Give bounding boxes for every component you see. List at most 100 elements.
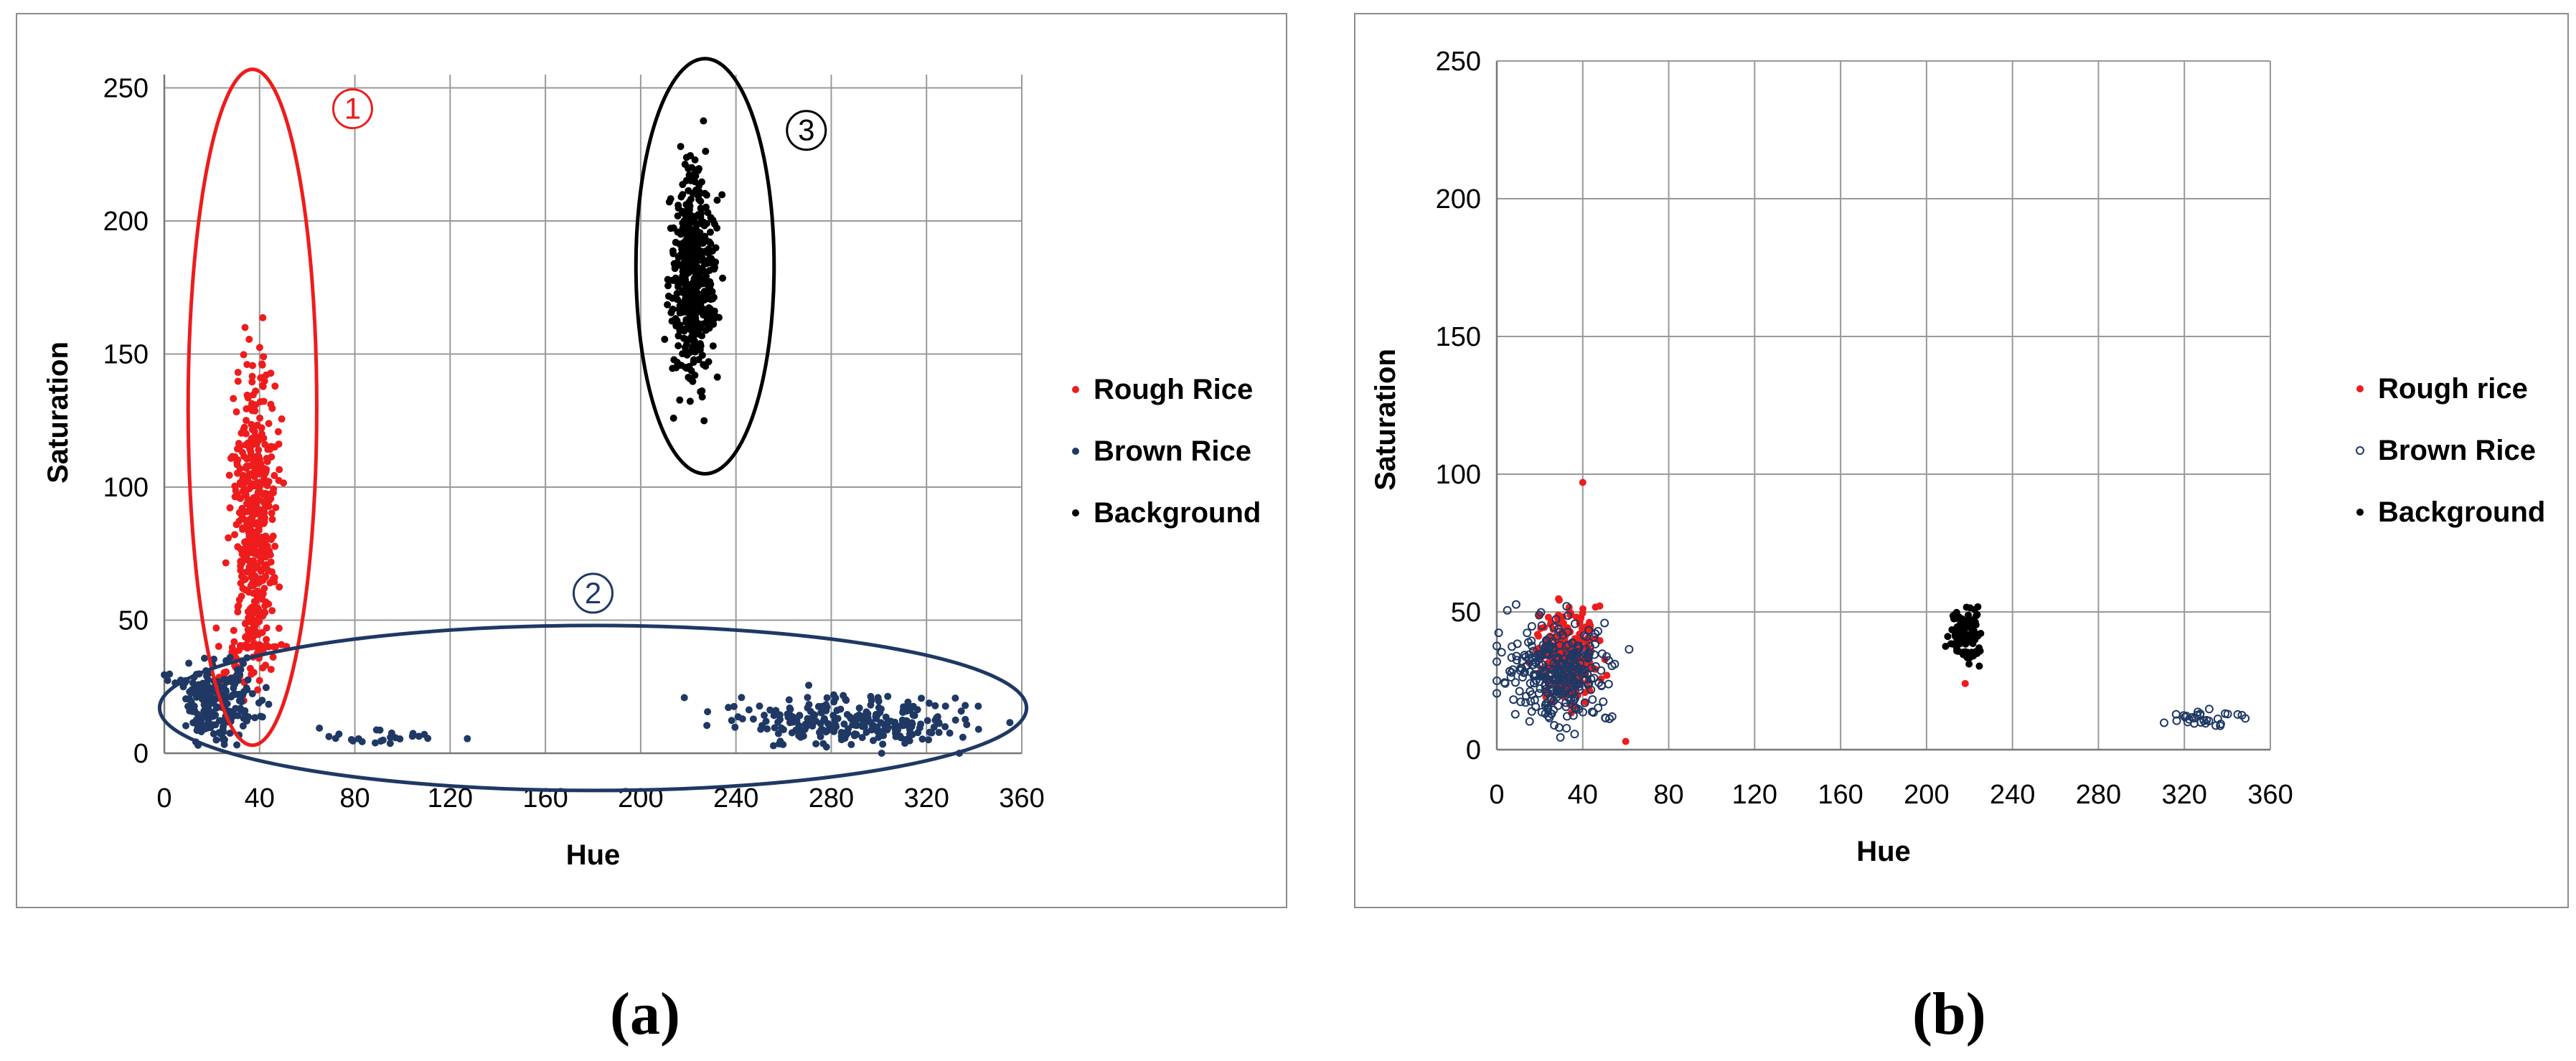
data-point xyxy=(254,489,262,496)
data-point xyxy=(680,694,688,702)
data-point xyxy=(840,720,848,728)
data-point xyxy=(692,172,700,180)
data-point xyxy=(691,156,699,164)
data-point xyxy=(685,283,692,291)
data-point xyxy=(263,466,271,473)
data-point xyxy=(712,258,720,266)
data-point xyxy=(225,471,233,479)
data-point xyxy=(860,719,868,727)
data-point xyxy=(1554,723,1564,732)
data-point xyxy=(878,750,885,757)
data-point xyxy=(1597,666,1606,675)
data-point xyxy=(1562,724,1571,733)
data-point xyxy=(1545,671,1554,681)
data-point xyxy=(1570,619,1579,628)
data-point xyxy=(258,713,266,721)
data-point xyxy=(1597,682,1606,691)
data-point xyxy=(1600,618,1609,628)
x-tick-label: 40 xyxy=(1568,780,1598,810)
data-point xyxy=(1535,610,1544,620)
data-point xyxy=(236,465,244,473)
data-point xyxy=(829,724,837,732)
data-point xyxy=(700,117,708,125)
data-point xyxy=(1554,611,1562,619)
data-point xyxy=(1580,698,1589,707)
data-point xyxy=(255,643,263,651)
data-point xyxy=(682,211,690,219)
data-point xyxy=(761,712,768,720)
data-point xyxy=(258,430,265,438)
data-point xyxy=(756,702,763,710)
y-tick-label: 0 xyxy=(133,739,149,769)
data-point xyxy=(664,301,672,308)
data-point xyxy=(1574,704,1584,714)
data-point xyxy=(1512,651,1521,661)
data-point xyxy=(875,704,883,712)
data-point xyxy=(203,680,211,688)
data-point xyxy=(243,417,250,425)
data-point xyxy=(237,666,245,674)
data-point xyxy=(697,204,705,212)
data-point xyxy=(842,697,850,704)
data-point xyxy=(884,724,892,732)
data-point xyxy=(925,699,933,707)
data-point xyxy=(1509,695,1518,704)
data-point xyxy=(207,724,215,732)
x-tick-label: 280 xyxy=(2076,780,2121,810)
data-point xyxy=(807,707,814,715)
data-point xyxy=(240,351,248,359)
series-brown-rice xyxy=(161,654,1014,757)
data-point xyxy=(738,694,746,702)
data-point xyxy=(240,715,248,722)
data-point xyxy=(1965,660,1973,668)
data-point xyxy=(258,424,265,432)
data-point xyxy=(2241,714,2250,723)
data-point xyxy=(718,191,726,199)
data-point xyxy=(1975,644,1983,652)
series-brown-rice xyxy=(1493,600,2250,742)
data-point xyxy=(1566,656,1575,666)
data-point xyxy=(679,350,687,358)
data-point xyxy=(248,517,256,524)
data-point xyxy=(1543,703,1553,712)
data-point xyxy=(1590,650,1599,659)
data-point xyxy=(1549,623,1559,632)
data-point xyxy=(256,552,264,560)
data-point xyxy=(705,289,713,297)
data-point xyxy=(1625,645,1634,654)
data-point xyxy=(679,181,687,189)
data-point xyxy=(705,249,713,257)
data-point xyxy=(264,567,272,575)
data-point xyxy=(415,732,423,740)
data-point xyxy=(822,701,830,709)
chart-panel-a: 0 40 80 120 160 200 240 280 320 360 0 50 100 150 200 25… xyxy=(16,13,1287,908)
data-point xyxy=(749,715,757,723)
data-point xyxy=(687,212,695,220)
annotation-badge-2 xyxy=(573,572,614,614)
data-point xyxy=(210,655,218,663)
data-point xyxy=(255,676,263,684)
annotation-number-3: 3 xyxy=(798,113,814,147)
data-point xyxy=(1603,671,1611,679)
data-point xyxy=(685,198,693,206)
data-point xyxy=(661,336,669,344)
annotation-badge-1 xyxy=(332,88,373,130)
data-point xyxy=(260,519,268,527)
data-point xyxy=(261,440,269,448)
data-point xyxy=(2189,719,2199,728)
data-point xyxy=(271,542,279,550)
data-point xyxy=(855,704,863,712)
data-point xyxy=(694,253,702,260)
data-point xyxy=(690,299,698,307)
data-point xyxy=(276,466,283,473)
data-point xyxy=(926,728,934,736)
y-tick-label: 150 xyxy=(103,340,149,370)
y-axis-title: Saturation xyxy=(1370,349,1401,491)
data-point xyxy=(914,729,922,737)
data-point xyxy=(896,732,904,740)
data-point xyxy=(396,735,404,743)
data-point xyxy=(679,191,687,199)
data-point xyxy=(1546,641,1556,651)
data-point xyxy=(805,682,813,689)
data-point xyxy=(258,697,266,704)
